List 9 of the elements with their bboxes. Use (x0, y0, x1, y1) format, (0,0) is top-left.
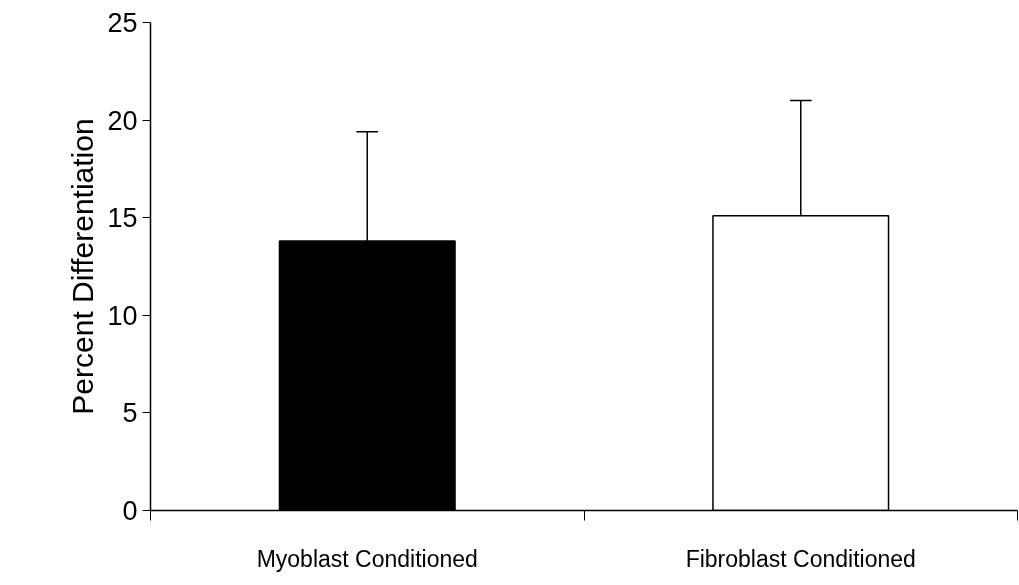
y-axis-title: Percent Differentiation (66, 118, 100, 415)
y-tick-label: 0 (122, 496, 138, 526)
y-tick-label: 25 (107, 8, 138, 38)
x-tick-label: Myoblast Conditioned (256, 545, 478, 572)
x-tick-label: Fibroblast Conditioned (685, 545, 916, 572)
y-tick-label: 20 (107, 105, 138, 136)
y-tick-label: 5 (122, 398, 138, 429)
y-tick-label: 10 (107, 300, 138, 331)
y-tick-label: 15 (107, 203, 138, 234)
